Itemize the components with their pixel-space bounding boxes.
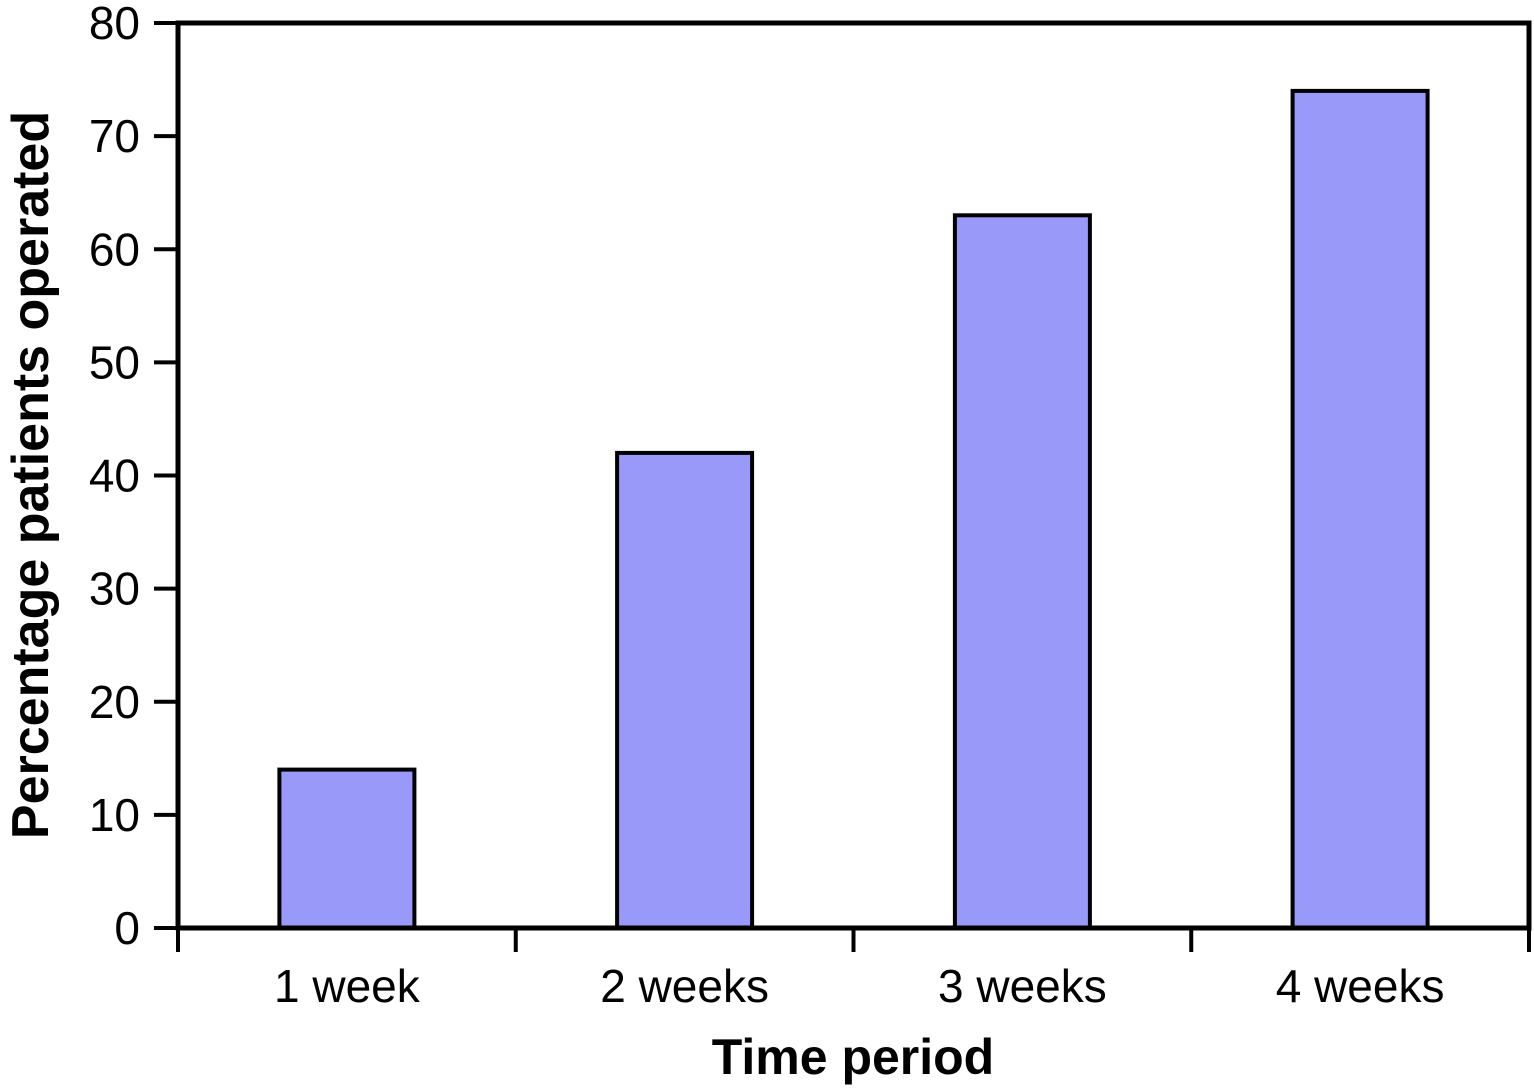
y-tick-label: 40 — [89, 450, 140, 502]
bar-2-weeks — [615, 450, 755, 930]
y-tick-label: 30 — [89, 563, 140, 615]
bar-4-weeks — [1290, 88, 1430, 930]
bar-3-weeks — [952, 213, 1092, 931]
x-tick-label-2-weeks: 2 weeks — [600, 960, 769, 1012]
x-tick-label-4-weeks: 4 weeks — [1276, 960, 1445, 1012]
bar-1-week — [277, 767, 417, 930]
y-tick-label: 0 — [114, 902, 140, 954]
y-tick-label: 50 — [89, 336, 140, 388]
bars-layer — [277, 88, 1430, 931]
y-tick-label: 80 — [89, 0, 140, 49]
x-tick-label-3-weeks: 3 weeks — [938, 960, 1107, 1012]
y-axis-title: Percentage patients operated — [2, 111, 60, 839]
y-tick-label: 10 — [89, 789, 140, 841]
axes-layer — [154, 20, 1532, 952]
x-axis-title: Time period — [712, 1029, 994, 1085]
x-tick-label-1-week: 1 week — [274, 960, 421, 1012]
labels-layer: 0 10 20 30 40 50 60 70 80 1 week 2 weeks 3 weeks 4 w… — [89, 0, 1445, 1012]
y-tick-label: 70 — [89, 110, 140, 162]
y-tick-label: 20 — [89, 676, 140, 728]
y-tick-label: 60 — [89, 223, 140, 275]
